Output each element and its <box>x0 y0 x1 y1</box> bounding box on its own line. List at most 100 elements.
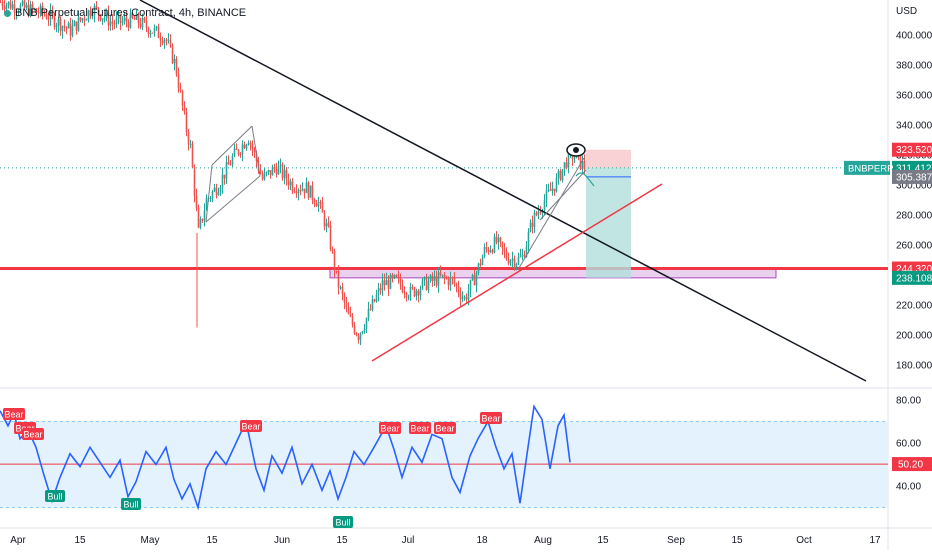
time-tick-label: Aug <box>534 535 552 546</box>
candle-body <box>359 333 362 340</box>
candle-body <box>495 236 498 243</box>
bull-label-text: Bull <box>335 518 350 528</box>
candle-body <box>555 177 558 192</box>
candle-body <box>227 162 230 165</box>
candle-body <box>531 222 534 227</box>
price-tick-label: 280.000 <box>896 211 932 222</box>
candle-body <box>463 297 466 299</box>
candle-body <box>107 12 110 26</box>
candle-body <box>233 148 236 157</box>
candle-body <box>539 211 542 213</box>
candle-body <box>349 314 352 317</box>
candle-body <box>3 6 6 10</box>
candle-body <box>199 218 202 228</box>
price-tick-label: 360.000 <box>896 91 932 102</box>
candle-body <box>547 189 550 191</box>
candle-body <box>543 200 546 211</box>
candle-body <box>455 283 458 287</box>
candle-body <box>205 198 208 211</box>
candle-body <box>109 21 112 26</box>
status-dot-icon <box>4 9 11 17</box>
candle-body <box>533 212 536 227</box>
bear-label: Bear <box>22 428 44 440</box>
candle-body <box>559 170 562 181</box>
time-tick-label: 15 <box>597 535 609 546</box>
candle-body <box>561 169 564 181</box>
candle-body <box>161 40 164 44</box>
candle-body <box>507 259 510 264</box>
candle-body <box>119 14 122 23</box>
candle-body <box>305 182 308 194</box>
candle-body <box>579 154 582 169</box>
candle-body <box>195 195 198 208</box>
candle-body <box>225 162 228 179</box>
candle-body <box>377 288 380 295</box>
candle-body <box>251 144 254 150</box>
candle-body <box>361 331 364 334</box>
candle-body <box>271 167 274 176</box>
channel-line-right <box>251 125 261 177</box>
candle-body <box>123 17 126 21</box>
rising-channel-a <box>518 157 585 269</box>
candle-body <box>399 277 402 285</box>
candle-body <box>111 21 114 24</box>
candle-body <box>85 19 88 21</box>
channel-line-top <box>211 125 253 166</box>
time-tick-label: Sep <box>667 535 685 546</box>
candle-body <box>519 255 522 257</box>
candle-body <box>413 287 416 297</box>
price-tick-label: 300.000 <box>896 181 932 192</box>
time-tick-label: 15 <box>731 535 743 546</box>
candle-body <box>59 19 62 32</box>
candle-body <box>203 210 206 221</box>
candle-body <box>83 18 86 21</box>
candle-body <box>291 181 294 192</box>
candle-body <box>235 148 238 151</box>
candle-body <box>565 162 568 168</box>
candle-body <box>23 0 26 8</box>
candle-body <box>265 172 268 174</box>
rsi-tick-label: 60.00 <box>896 439 921 450</box>
candle-body <box>125 17 128 23</box>
candle-body <box>337 271 340 288</box>
bull-label: Bull <box>45 490 65 502</box>
projection-curve <box>575 172 595 187</box>
candle-body <box>197 207 200 228</box>
candle-body <box>127 22 130 28</box>
candle-body <box>437 272 440 286</box>
rising-channel-b <box>539 169 587 221</box>
candle-body <box>369 308 372 310</box>
candle-body <box>389 275 392 289</box>
candle-body <box>453 278 456 284</box>
candle-body <box>237 150 240 154</box>
candle-body <box>7 1 10 5</box>
candle-body <box>53 14 56 28</box>
candle-body <box>261 173 264 180</box>
candle-body <box>417 290 420 296</box>
candle-body <box>481 256 484 265</box>
candle-body <box>447 278 450 286</box>
candle-body <box>65 27 68 29</box>
candle-body <box>187 131 190 145</box>
candle-body <box>13 4 16 13</box>
candle-body <box>325 223 328 227</box>
candle-body <box>379 288 382 291</box>
candle-body <box>49 10 52 20</box>
time-tick-label: Jul <box>402 535 415 546</box>
candle-body <box>451 277 454 279</box>
candle-body <box>515 263 518 267</box>
candle-body <box>341 287 344 295</box>
price-tick-label: 200.000 <box>896 331 932 342</box>
candle-body <box>177 74 180 89</box>
candle-body <box>209 197 212 199</box>
candle-body <box>401 284 404 293</box>
bear-label: Bear <box>434 422 456 434</box>
candle-body <box>41 5 44 14</box>
candle-body <box>171 44 174 64</box>
time-tick-label: 15 <box>206 535 218 546</box>
candle-body <box>353 324 356 334</box>
candle-body <box>549 189 552 191</box>
candle-body <box>381 280 384 291</box>
